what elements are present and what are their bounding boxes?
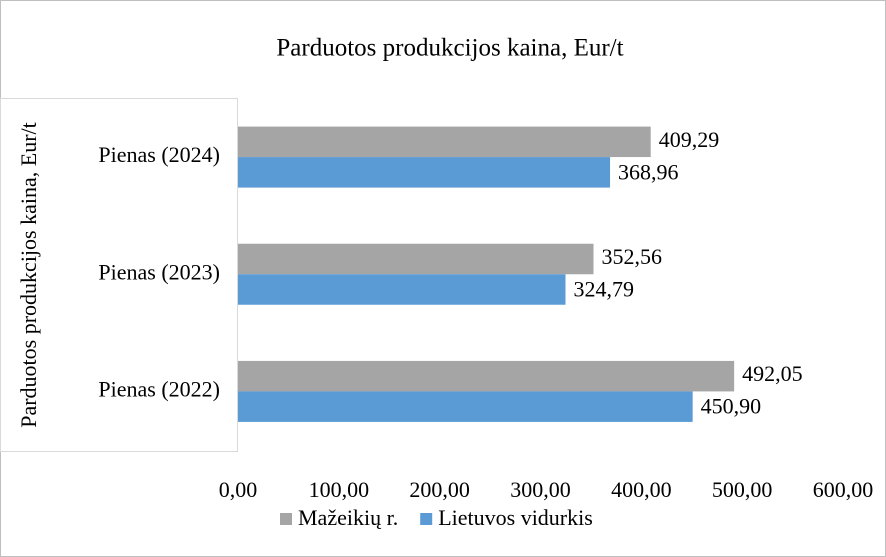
value-label: 352,56 — [601, 244, 662, 269]
bar — [238, 243, 594, 275]
category-panel — [0, 98, 238, 452]
x-tick-label: 400,00 — [611, 477, 672, 502]
value-label: 409,29 — [659, 127, 720, 152]
x-tick-label: 200,00 — [409, 477, 470, 502]
value-label: 368,96 — [618, 159, 679, 184]
x-tick-label: 0,00 — [219, 477, 258, 502]
chart-title: Parduotos produkcijos kaina, Eur/t — [276, 35, 623, 62]
x-tick-label: 100,00 — [309, 477, 370, 502]
x-tick-label: 300,00 — [510, 477, 571, 502]
legend-label: Lietuvos vidurkis — [438, 505, 593, 530]
y-tick-label: Pienas (2024) — [98, 142, 220, 167]
bar — [238, 126, 651, 158]
bar — [238, 274, 566, 305]
y-axis-label: Parduotos produkcijos kaina, Eur/t — [16, 122, 41, 428]
value-label: 324,79 — [573, 277, 634, 302]
bar — [238, 157, 611, 188]
bar — [238, 391, 693, 422]
value-label: 450,90 — [701, 394, 762, 419]
legend-swatch — [280, 513, 292, 525]
x-tick-label: 500,00 — [712, 477, 773, 502]
value-label: 492,05 — [742, 361, 803, 386]
x-tick-label: 600,00 — [813, 477, 874, 502]
legend-swatch — [420, 513, 433, 525]
y-tick-label: Pienas (2022) — [98, 376, 220, 401]
bar — [238, 360, 735, 392]
legend-label: Mažeikių r. — [298, 505, 398, 530]
y-tick-label: Pienas (2023) — [98, 259, 220, 284]
